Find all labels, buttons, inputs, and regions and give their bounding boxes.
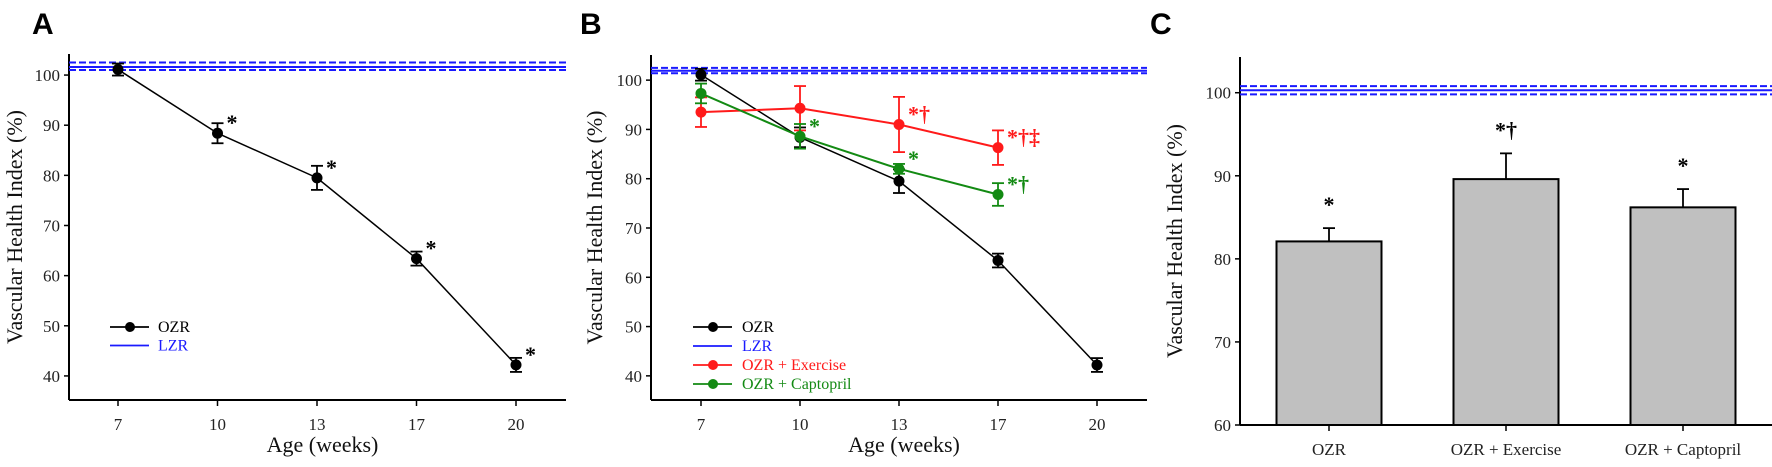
y-tick-label: 80 [43,166,60,185]
legend-swatch-marker [125,322,135,332]
significance-annotation: * [426,236,437,261]
y-tick-label: 50 [625,318,642,337]
y-tick-label: 70 [43,216,60,235]
y-tick-label: 90 [1214,167,1231,186]
series-ozr-captopril-point [992,188,1004,200]
x-tick-label: 7 [114,415,123,434]
bar [1629,206,1737,426]
series-ozr-exercise-point [695,106,707,118]
legend-label: OZR [742,319,774,336]
series-ozr-captopril-line [700,92,999,196]
series-ozr-point [411,253,422,265]
series-ozr-point [992,255,1004,267]
legend-swatch-marker [708,360,718,370]
significance-annotation: * [1324,192,1335,217]
y-axis-label: Vascular Health Index (%) [2,110,27,344]
panel-b: B 40 50 60 70 80 90 100 Vascular Health Index (%… [580,8,1147,457]
series-ozr-point [695,69,707,81]
x-axis-label: Age (weeks) [848,432,960,457]
legend-swatch-marker [708,379,718,389]
x-tick-label: 13 [309,415,326,434]
series-ozr-captopril-point [893,163,905,175]
panel-letter: C [1150,8,1172,41]
x-tick-label: 13 [891,415,908,434]
y-tick-label: 40 [625,367,642,386]
panel-letter: A [32,8,54,41]
series-ozr-exercise-point [893,118,905,130]
y-tick-label: 100 [617,71,643,90]
y-tick-label: 90 [625,120,642,139]
x-tick-label: 20 [508,415,525,434]
series-ozr-exercise-line [700,107,999,149]
x-tick-label: 17 [990,415,1008,434]
significance-annotation: * [908,146,919,171]
y-tick-label: 80 [625,170,642,189]
series-ozr-point [212,127,223,139]
series-ozr-point [112,64,124,76]
legend-label: LZR [742,338,773,355]
y-tick-label: 70 [625,219,642,238]
x-tick-label: OZR [1312,440,1347,459]
y-tick-label: 100 [1206,84,1232,103]
x-axis-label: Age (weeks) [267,432,379,457]
series-ozr-point [1091,359,1103,371]
significance-annotation: * [525,342,536,367]
y-tick-label: 50 [43,317,60,336]
panel-c: C 60 70 80 90 100 Vascular Health Index (%) OZR… [1150,8,1772,459]
y-tick-label: 70 [1214,333,1231,352]
panel-a: A 40 50 60 70 80 90 100 Vascular Health Index (%… [2,8,566,457]
y-axis-label: Vascular Health Index (%) [582,111,607,345]
significance-annotation: *†‡ [1007,125,1040,150]
y-tick-label: 60 [43,267,60,286]
x-tick-label: OZR + Captopril [1625,440,1742,459]
significance-annotation: * [326,155,337,180]
bar [1452,178,1560,426]
significance-annotation: *† [1495,117,1517,142]
y-axis-label: Vascular Health Index (%) [1162,124,1187,358]
x-tick-label: OZR + Exercise [1451,440,1562,459]
legend-label: OZR [158,319,190,336]
x-tick-label: 17 [408,415,426,434]
series-ozr-captopril-point [695,87,707,99]
series-ozr-exercise-point [992,142,1004,154]
significance-annotation: * [809,113,820,138]
bar [1275,240,1383,426]
x-tick-label: 7 [697,415,706,434]
legend-swatch-marker [708,322,718,332]
legend-label: OZR + Exercise [742,357,846,374]
x-tick-label: 10 [209,415,226,434]
y-tick-label: 90 [43,116,60,135]
series-ozr-point [893,175,905,187]
significance-annotation: *† [908,101,930,126]
series-ozr-captopril-point [794,130,806,142]
x-tick-label: 20 [1089,415,1106,434]
legend-label: OZR + Captopril [742,376,852,393]
series-ozr-exercise-point [794,102,806,114]
y-tick-label: 40 [43,367,60,386]
significance-annotation: * [1678,153,1689,178]
y-tick-label: 60 [625,268,642,287]
series-ozr-point [510,359,522,371]
significance-annotation: * [227,110,238,135]
x-tick-label: 10 [792,415,809,434]
significance-annotation: *† [1007,171,1029,196]
legend-label: LZR [158,338,189,355]
y-tick-label: 60 [1214,416,1231,435]
y-tick-label: 80 [1214,250,1231,269]
y-tick-label: 100 [35,66,61,85]
series-ozr-point [311,172,323,184]
panel-letter: B [580,8,602,41]
